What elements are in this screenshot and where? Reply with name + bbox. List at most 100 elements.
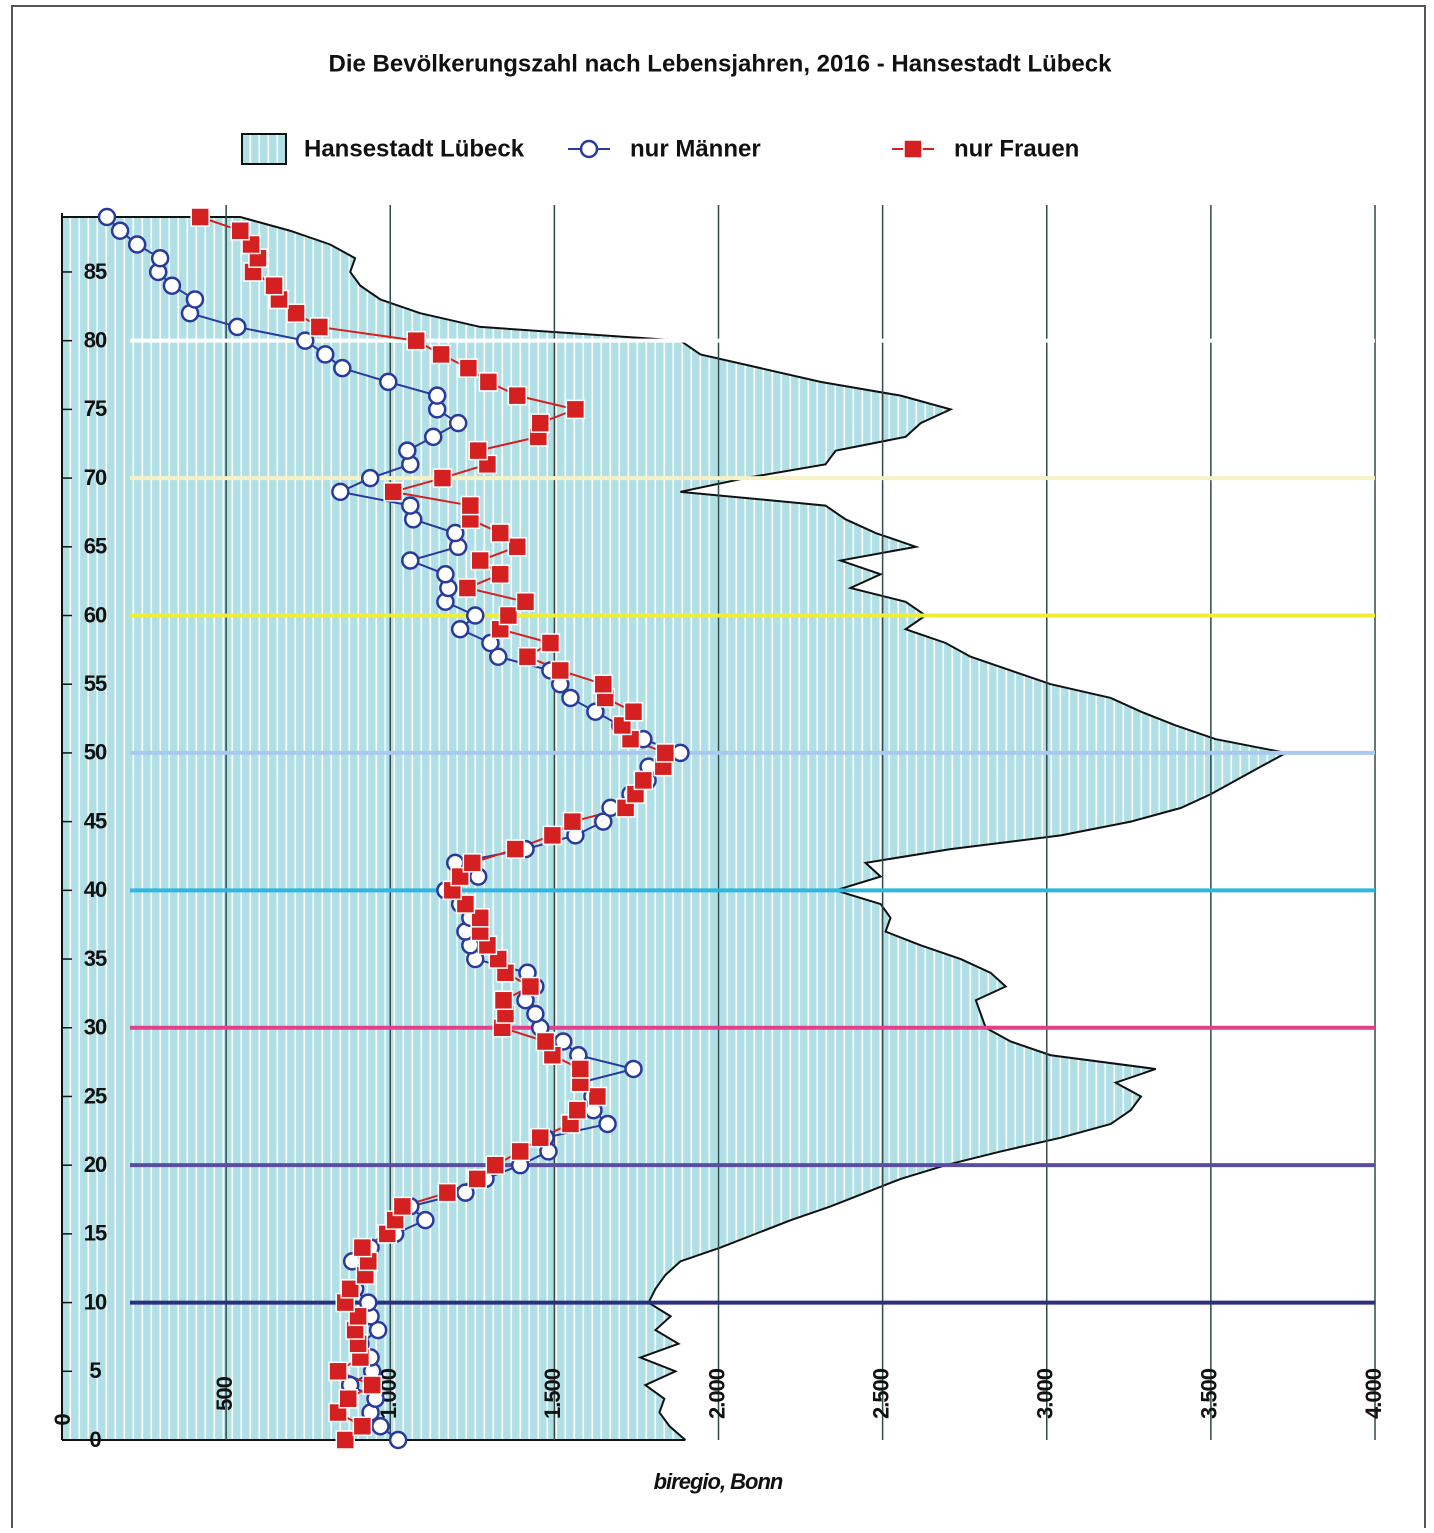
y-tick-label: 35 (84, 946, 107, 971)
point (470, 908, 490, 928)
point (450, 619, 470, 639)
legend-marker (579, 139, 599, 159)
x-tick-label: 2.500 (868, 1368, 893, 1419)
x-tick-label: 3.500 (1197, 1368, 1222, 1419)
point (490, 564, 510, 585)
chart-title: Die Bevölkerungszahl nach Lebensjahren, … (329, 50, 1113, 77)
point (379, 372, 398, 392)
point (467, 1169, 487, 1189)
y-tick-label: 70 (84, 465, 107, 490)
point (185, 290, 205, 309)
point (371, 1417, 390, 1436)
point (328, 1361, 348, 1382)
point (550, 660, 571, 681)
point (624, 1059, 643, 1079)
point (507, 537, 528, 557)
point (567, 1100, 588, 1120)
point (264, 275, 284, 296)
point (561, 688, 580, 708)
point (228, 317, 247, 337)
point (498, 605, 519, 626)
point (587, 1086, 608, 1107)
point (368, 1320, 388, 1340)
y-tick-label: 0 (89, 1427, 101, 1452)
point (517, 646, 538, 667)
point (468, 440, 488, 461)
point (398, 441, 417, 460)
y-tick-label: 65 (84, 534, 107, 559)
point (526, 1004, 545, 1024)
point (427, 386, 447, 405)
y-tick-label: 5 (89, 1358, 101, 1383)
legend-swatch (241, 133, 287, 165)
point (110, 221, 130, 240)
y-tick-label: 40 (84, 877, 107, 902)
x-tick-label: 2.000 (704, 1368, 729, 1419)
point (286, 303, 306, 323)
point (540, 633, 561, 653)
point (333, 358, 352, 378)
point (510, 1141, 530, 1162)
point (352, 1237, 373, 1258)
legend-label: nur Frauen (954, 135, 1079, 162)
point (316, 345, 335, 364)
point (565, 399, 586, 420)
y-tick-label: 75 (84, 396, 107, 421)
point (162, 276, 182, 295)
y-tick-label: 15 (84, 1221, 107, 1246)
point (401, 551, 420, 570)
point (362, 1375, 382, 1395)
y-tick-label: 80 (84, 327, 107, 352)
point (388, 1430, 408, 1450)
point (530, 1127, 551, 1148)
point (460, 495, 481, 516)
point (598, 1114, 617, 1134)
point (570, 1059, 591, 1079)
x-tick-label: 1.500 (540, 1368, 565, 1419)
point (416, 1210, 435, 1230)
point (338, 1389, 358, 1409)
point (458, 358, 479, 378)
point (150, 248, 170, 268)
legend-marker (903, 139, 923, 159)
point (436, 565, 455, 584)
point (457, 578, 478, 598)
point (520, 976, 541, 997)
x-tick-label: 0 (50, 1414, 75, 1426)
point (493, 990, 514, 1011)
point (445, 523, 465, 543)
point (448, 413, 468, 433)
point (392, 1196, 413, 1217)
point (535, 1031, 556, 1052)
point (478, 372, 499, 392)
point (97, 207, 117, 227)
point (623, 701, 644, 722)
y-tick-label: 50 (84, 740, 107, 765)
x-tick-label: 3.000 (1033, 1368, 1058, 1419)
point (331, 482, 350, 502)
point (424, 427, 443, 447)
point (230, 220, 250, 241)
y-tick-label: 30 (84, 1015, 107, 1040)
point (530, 413, 551, 433)
point (340, 1279, 360, 1299)
y-tick-label: 55 (84, 671, 107, 696)
point (383, 482, 403, 502)
point (295, 331, 315, 350)
point (335, 1430, 356, 1450)
point (490, 523, 510, 543)
x-tick-label: 4.000 (1361, 1368, 1386, 1419)
point (593, 674, 614, 694)
y-tick-label: 60 (84, 602, 107, 627)
area (62, 217, 1287, 1440)
point (127, 235, 147, 254)
point (360, 468, 380, 488)
point (507, 385, 528, 406)
point (190, 207, 210, 227)
point (515, 592, 536, 612)
point (485, 1155, 506, 1175)
point (352, 1416, 373, 1437)
y-tick-label: 45 (84, 808, 107, 833)
